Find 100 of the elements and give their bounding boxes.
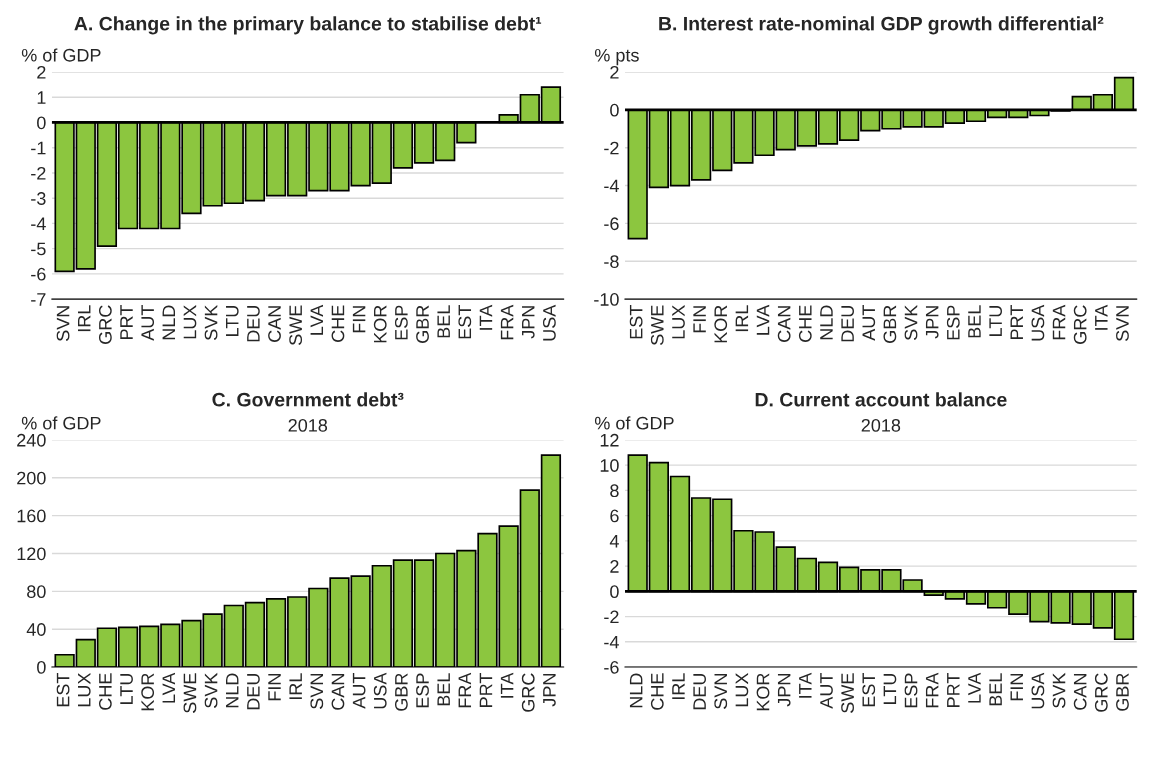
x-tick-label: ITA xyxy=(1095,304,1108,330)
x-tick-label: SVN xyxy=(56,306,70,341)
x-tick-label: ESP xyxy=(416,673,429,708)
x-tick-label: FRA xyxy=(500,304,514,340)
x-tick-label: LUX xyxy=(78,672,91,707)
y-tick-label: 12 xyxy=(600,433,619,447)
y-tick-label: -6 xyxy=(604,217,619,231)
x-tick-label: SVK xyxy=(1052,672,1066,708)
x-tick-label: GRC xyxy=(1094,673,1108,712)
x-tick-label: KOR xyxy=(141,673,155,711)
x-tick-label: EST xyxy=(862,673,876,707)
x-tick-label: CHE xyxy=(98,673,112,710)
x-tick-label: NLD xyxy=(226,673,239,708)
y-tick-label: -6 xyxy=(604,660,619,674)
y-axis-title: % pts xyxy=(594,48,639,66)
y-tick-label: 240 xyxy=(17,433,46,447)
y-tick-label: 2 xyxy=(610,560,619,573)
x-tick-label: KOR xyxy=(714,305,728,343)
x-tick-label: IRL xyxy=(672,673,685,700)
x-tick-label: FIN xyxy=(693,306,706,333)
x-tick-label: NLD xyxy=(629,673,643,708)
y-tick-label: 2 xyxy=(37,65,46,79)
y-tick-label: -10 xyxy=(594,293,619,306)
y-tick-label: 8 xyxy=(610,484,619,498)
x-tick-label: FIN xyxy=(352,306,366,333)
x-tick-label: PRT xyxy=(1010,305,1023,339)
x-tick-label: ITA xyxy=(799,672,812,698)
y-axis-title: % of GDP xyxy=(594,416,674,430)
x-tick-label: BEL xyxy=(989,673,1002,706)
y-tick-label: 80 xyxy=(27,585,46,599)
chart-subtitle: 2018 xyxy=(288,418,328,432)
x-tick-label: SWE xyxy=(183,673,197,713)
x-tick-label: SVK xyxy=(204,672,218,708)
x-tick-label: CHE xyxy=(798,305,812,342)
x-tick-label: SWE xyxy=(289,305,303,345)
x-tick-label: JPN xyxy=(543,674,556,707)
y-tick-label: -4 xyxy=(604,635,619,649)
x-tick-label: EST xyxy=(629,305,643,339)
x-tick-label: USA xyxy=(1031,304,1045,341)
x-tick-label: PRT xyxy=(120,305,133,339)
x-tick-label: LVA xyxy=(756,304,770,335)
x-tick-label: USA xyxy=(373,672,387,709)
y-tick-label: 0 xyxy=(37,116,46,130)
x-tick-label: EST xyxy=(458,305,472,339)
x-tick-label: ITA xyxy=(479,304,493,330)
x-tick-label: GRC xyxy=(521,673,535,712)
y-tick-label: -2 xyxy=(604,610,619,624)
x-tick-label: BEL xyxy=(968,305,981,338)
x-tick-label: DEU xyxy=(247,306,260,342)
x-tick-label: CAN xyxy=(331,674,345,710)
x-tick-label: GBR xyxy=(416,305,429,343)
x-tick-label: FRA xyxy=(458,672,472,708)
x-tick-label: FIN xyxy=(1010,674,1023,701)
x-tick-label: KOR xyxy=(373,305,387,343)
x-tick-label: ESP xyxy=(904,673,918,708)
x-tick-label: SVN xyxy=(714,674,728,709)
y-tick-label: 4 xyxy=(609,534,619,548)
x-tick-label: EST xyxy=(56,673,70,707)
x-tick-label: BEL xyxy=(437,673,450,706)
x-tick-label: AUT xyxy=(862,305,876,341)
y-tick-label: -5 xyxy=(31,242,46,256)
y-tick-label: -6 xyxy=(31,267,46,281)
chart-title: B. Interest rate-nominal GDP growth differential² xyxy=(659,16,1104,35)
x-tick-label: LTU xyxy=(989,306,1002,336)
y-tick-label: 6 xyxy=(610,509,619,523)
x-tick-label: BEL xyxy=(437,305,450,338)
x-tick-label: JPN xyxy=(522,306,535,339)
y-tick-label: 40 xyxy=(26,623,46,636)
x-tick-label: ITA xyxy=(500,672,514,698)
y-tick-label: 0 xyxy=(37,660,46,674)
x-tick-label: USA xyxy=(542,304,556,341)
x-tick-label: AUT xyxy=(352,673,366,709)
x-tick-label: CHE xyxy=(331,305,345,342)
x-tick-label: AUT xyxy=(820,673,833,709)
y-axis-title: % of GDP xyxy=(21,416,101,430)
x-tick-label: JPN xyxy=(777,674,791,707)
x-tick-label: SVN xyxy=(1116,306,1129,341)
x-tick-label: CAN xyxy=(268,306,281,342)
x-tick-label: DEU xyxy=(693,673,706,710)
y-tick-label: 0 xyxy=(610,103,619,117)
x-tick-label: LVA xyxy=(162,672,175,703)
x-tick-label: SWE xyxy=(650,305,664,345)
x-tick-label: CAN xyxy=(777,306,791,342)
x-tick-label: LUX xyxy=(735,672,749,707)
x-tick-label: FRA xyxy=(925,672,939,708)
x-tick-label: USA xyxy=(1031,672,1045,709)
y-tick-label: -7 xyxy=(31,293,46,306)
x-tick-label: LTU xyxy=(226,306,239,336)
y-tick-label: 10 xyxy=(600,459,619,472)
chart-title: D. Current account balance xyxy=(755,392,1007,407)
x-tick-label: LTU xyxy=(120,673,133,704)
x-tick-label: IRL xyxy=(735,305,749,332)
x-tick-label: DEU xyxy=(247,673,260,710)
chart-title: A. Change in the primary balance to stabilise debt¹ xyxy=(74,16,542,35)
x-tick-label: CHE xyxy=(650,673,664,710)
y-tick-label: -2 xyxy=(604,141,619,155)
y-tick-label: 2 xyxy=(610,65,619,79)
x-tick-label: PRT xyxy=(947,673,960,707)
y-tick-label: -3 xyxy=(31,192,46,205)
y-axis-title: % of GDP xyxy=(21,48,101,62)
